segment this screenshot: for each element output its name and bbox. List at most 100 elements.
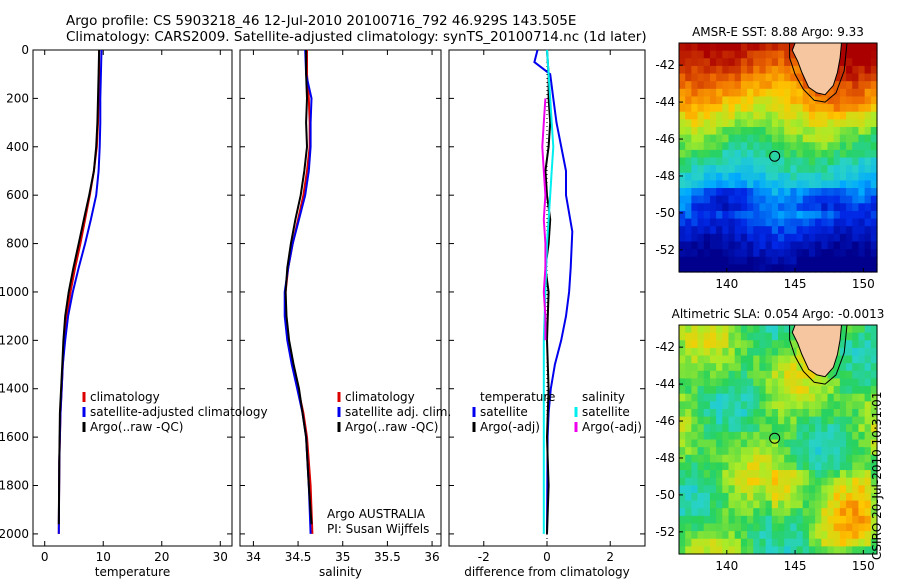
map-cell [703, 492, 711, 502]
map-cell [839, 508, 847, 517]
map-cell [808, 96, 816, 105]
map-cell [802, 470, 810, 479]
map-cell [870, 332, 878, 341]
map-cell [846, 492, 853, 502]
map-cell [796, 500, 804, 509]
map-cell [728, 172, 736, 181]
map-cell [703, 96, 711, 105]
map-cell [740, 485, 748, 494]
map-cell [846, 531, 853, 540]
map-cell [784, 416, 791, 425]
map-cell [703, 65, 711, 75]
map-cell [852, 210, 860, 220]
map-cell [833, 233, 841, 243]
map-cell [815, 447, 822, 456]
map-cell [778, 515, 785, 525]
map-cell [747, 43, 754, 52]
map-cell [697, 188, 705, 197]
map-cell [839, 111, 847, 120]
map-cell [716, 88, 723, 98]
map-cell [740, 188, 748, 197]
map-cell [870, 416, 878, 425]
map-cell [722, 508, 730, 517]
map-cell [852, 325, 860, 334]
sst-ytick-label: -42 [655, 58, 675, 72]
map-cell [709, 165, 717, 174]
map-cell [709, 142, 717, 151]
map-cell [839, 439, 847, 448]
map-cell [821, 172, 829, 181]
map-cell [870, 424, 878, 433]
map-cell [778, 355, 785, 364]
map-cell [778, 325, 785, 334]
map-cell [753, 172, 761, 181]
map-cell [679, 96, 686, 105]
map-cell [815, 515, 822, 525]
map-cell [846, 508, 853, 517]
diff-series-salinity-argo [541, 98, 547, 341]
map-cell [679, 454, 686, 463]
map-cell [771, 256, 779, 265]
map-cell [790, 256, 798, 265]
map-cell [864, 218, 872, 227]
sla-ytick-label: -50 [655, 488, 675, 502]
map-cell [833, 81, 841, 90]
map-cell [697, 462, 705, 471]
map-cell [858, 325, 866, 334]
map-cell [734, 538, 742, 547]
map-cell [679, 88, 686, 98]
map-cell [858, 492, 866, 502]
map-cell [709, 538, 717, 547]
map-cell [709, 439, 717, 448]
map-cell [753, 424, 761, 433]
map-cell [802, 515, 810, 525]
map-cell [796, 149, 804, 159]
map-cell [858, 218, 866, 227]
map-cell [703, 203, 711, 212]
map-cell [685, 401, 692, 410]
map-cell [734, 424, 742, 433]
map-cell [697, 88, 705, 98]
map-cell [753, 249, 761, 258]
map-cell [722, 424, 730, 433]
map-cell [747, 58, 754, 67]
map-cell [790, 73, 798, 82]
map-cell [765, 454, 773, 463]
map-cell [808, 165, 816, 174]
map-cell [716, 355, 723, 364]
map-cell [728, 462, 736, 471]
map-cell [697, 363, 705, 372]
map-cell [716, 104, 723, 113]
map-cell [734, 347, 742, 357]
map-cell [691, 58, 699, 67]
map-cell [753, 332, 761, 341]
map-cell [765, 50, 773, 59]
map-cell [716, 378, 723, 387]
map-cell [716, 165, 723, 174]
map-cell [833, 73, 841, 82]
map-cell [790, 172, 798, 181]
map-cell [740, 408, 748, 418]
map-cell [771, 50, 779, 59]
map-cell [833, 408, 841, 418]
map-cell [839, 523, 847, 532]
map-cell [679, 256, 686, 265]
map-cell [827, 119, 835, 128]
map-cell [716, 492, 723, 502]
map-cell [846, 408, 853, 418]
map-cell [778, 508, 785, 517]
sla-ytick-label: -46 [655, 414, 675, 428]
map-cell [846, 88, 853, 98]
map-cell [796, 111, 804, 120]
map-cell [753, 470, 761, 479]
map-cell [703, 439, 711, 448]
map-cell [734, 508, 742, 517]
map-cell [846, 378, 853, 387]
temp-xtick-label: 30 [213, 550, 228, 564]
map-cell [734, 439, 742, 448]
map-cell [685, 210, 692, 220]
map-cell [784, 210, 791, 220]
map-cell [858, 393, 866, 402]
map-cell [703, 416, 711, 425]
map-cell [870, 386, 878, 395]
